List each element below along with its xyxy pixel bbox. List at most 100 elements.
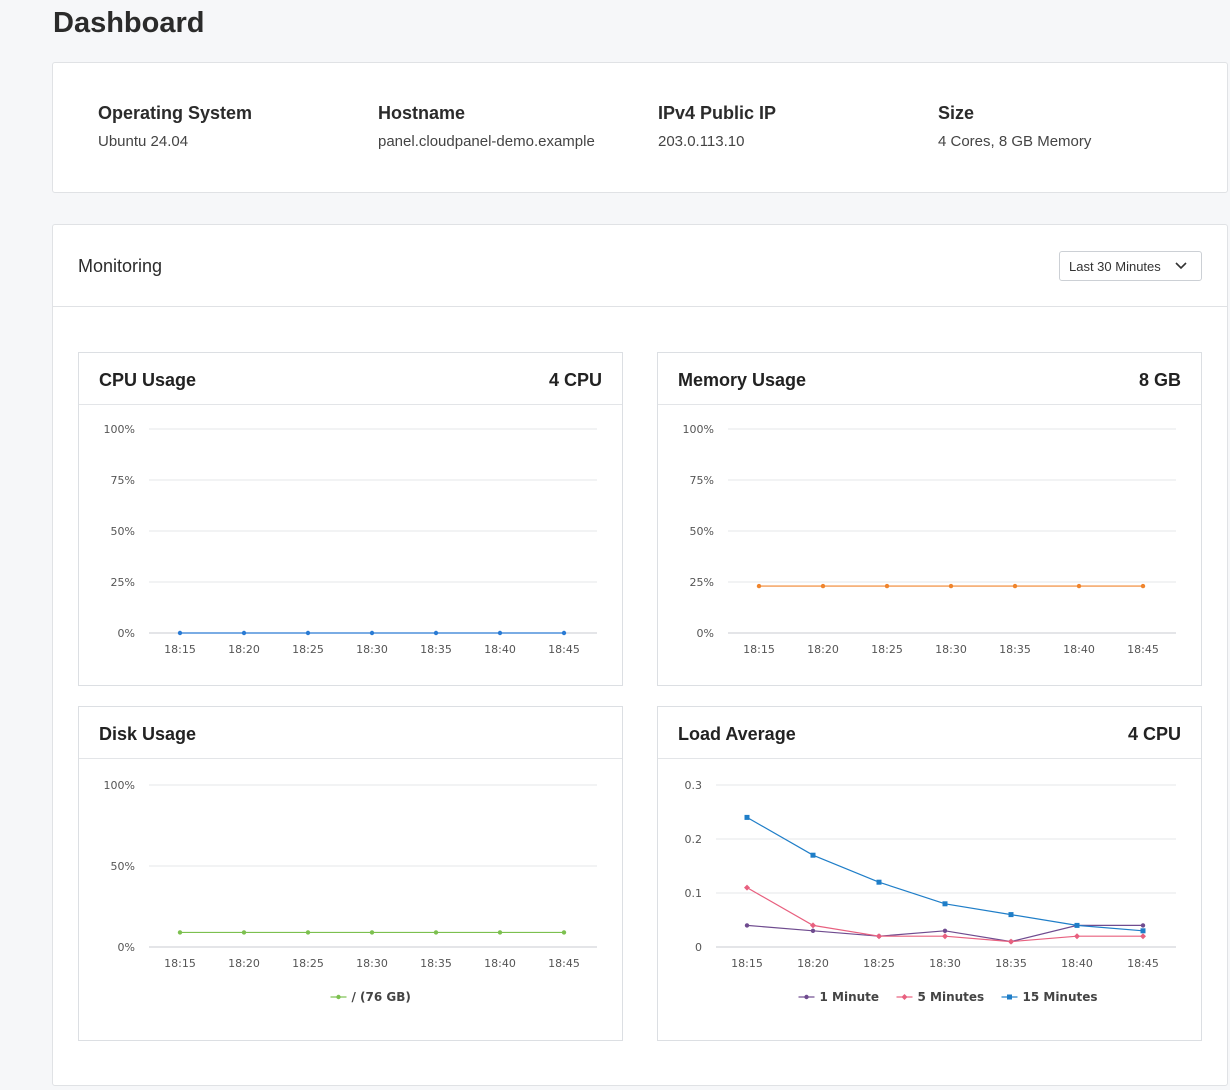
series-line — [746, 816, 1144, 932]
legend-item[interactable]: / (76 GB) — [330, 990, 411, 1004]
data-point — [744, 884, 750, 891]
load-average-card: Load Average 4 CPU 0.3 0.2 0.1 0 18:15 18:20 1… — [657, 706, 1202, 1041]
legend-item[interactable]: 5 Minutes — [896, 990, 985, 1004]
x-tick-label: 18:15 — [731, 957, 763, 970]
y-tick-label: 75% — [690, 474, 714, 487]
data-point — [820, 583, 826, 589]
memory-size-badge: 8 GB — [1138, 370, 1181, 390]
y-tick-label: 75% — [111, 474, 135, 487]
data-point — [876, 933, 882, 940]
chart-header: CPU Usage 4 CPU — [79, 353, 622, 405]
info-value: panel.cloudpanel-demo.example — [378, 133, 595, 150]
data-point — [744, 923, 750, 928]
chart-header: Disk Usage — [79, 707, 622, 759]
x-tick-label: 18:15 — [164, 643, 196, 656]
info-ipv4: IPv4 Public IP 203.0.113.10 — [658, 103, 776, 150]
y-tick-label: 0.3 — [685, 779, 703, 792]
data-point — [942, 901, 948, 907]
chart-header: Memory Usage 8 GB — [658, 353, 1201, 405]
x-tick-label: 18:25 — [292, 643, 324, 656]
data-point — [1008, 912, 1014, 918]
chart-title: Load Average — [678, 724, 796, 744]
y-tick-label: 25% — [690, 576, 714, 589]
data-point — [305, 630, 311, 636]
x-tick-label: 18:30 — [929, 957, 961, 970]
data-point — [810, 928, 816, 933]
x-tick-label: 18:20 — [797, 957, 829, 970]
y-tick-label: 50% — [111, 525, 135, 538]
x-tick-label: 18:25 — [292, 957, 324, 970]
data-point — [497, 930, 503, 935]
x-tick-label: 18:25 — [863, 957, 895, 970]
x-tick-label: 18:15 — [743, 643, 775, 656]
chevron-down-icon — [1175, 262, 1187, 270]
legend-item[interactable]: 1 Minute — [798, 990, 880, 1004]
data-point — [369, 930, 375, 935]
x-tick-label: 18:45 — [548, 643, 580, 656]
cpu-usage-chart: 100% 75% 50% 25% 0% 18:15 18:20 18:25 18:30 18:35… — [104, 423, 597, 656]
legend-label: 15 Minutes — [1023, 990, 1098, 1004]
x-tick-label: 18:40 — [1061, 957, 1093, 970]
data-point — [884, 583, 890, 589]
y-tick-label: 0% — [118, 627, 135, 640]
x-tick-label: 18:15 — [164, 957, 196, 970]
y-tick-label: 0% — [118, 941, 135, 954]
x-tick-label: 18:45 — [1127, 957, 1159, 970]
x-tick-label: 18:45 — [1127, 643, 1159, 656]
y-tick-label: 100% — [104, 779, 135, 792]
memory-usage-chart: 100% 75% 50% 25% 0% 18:15 18:20 18:25 18:30 18:35… — [683, 423, 1176, 656]
y-tick-label: 50% — [690, 525, 714, 538]
monitoring-card: Monitoring Last 30 Minutes CPU Usage 4 C… — [52, 224, 1228, 1086]
time-range-value: Last 30 Minutes — [1069, 259, 1161, 274]
data-point — [744, 814, 750, 820]
data-point — [1140, 583, 1146, 589]
data-point — [177, 930, 183, 935]
info-size: Size 4 Cores, 8 GB Memory — [938, 103, 1091, 150]
data-point — [1140, 923, 1146, 928]
data-point — [942, 933, 948, 940]
data-point — [810, 852, 816, 858]
y-tick-label: 0.2 — [685, 833, 703, 846]
info-hostname: Hostname panel.cloudpanel-demo.example — [378, 103, 595, 150]
data-point — [561, 930, 567, 935]
data-point — [433, 630, 439, 636]
x-tick-label: 18:20 — [807, 643, 839, 656]
info-label: IPv4 Public IP — [658, 103, 777, 123]
disk-usage-chart: 100% 50% 0% 18:15 18:20 18:25 18:30 18:35 18:40 1… — [104, 779, 597, 1004]
load-average-chart: 0.3 0.2 0.1 0 18:15 18:20 18:25 18:30 18:35 18:40… — [685, 779, 1176, 1004]
info-value: 4 Cores, 8 GB Memory — [938, 133, 1092, 150]
time-range-select[interactable]: Last 30 Minutes — [1059, 251, 1202, 281]
y-tick-label: 25% — [111, 576, 135, 589]
y-tick-label: 0 — [695, 941, 702, 954]
x-tick-label: 18:35 — [995, 957, 1027, 970]
data-point — [177, 630, 183, 636]
data-point — [876, 879, 882, 885]
data-point — [1008, 938, 1014, 945]
data-point — [305, 930, 311, 935]
monitoring-title: Monitoring — [78, 256, 163, 276]
server-info-card: Operating System Ubuntu 24.04 Hostname p… — [52, 62, 1228, 193]
info-value: Ubuntu 24.04 — [98, 133, 189, 150]
y-tick-label: 50% — [111, 860, 135, 873]
data-point — [756, 583, 762, 589]
memory-usage-card: Memory Usage 8 GB 100% 75% 50% 25% 0% 18:15 18… — [657, 352, 1202, 686]
cpu-count-badge: 4 CPU — [548, 370, 602, 390]
data-point — [1012, 583, 1018, 589]
info-value: 203.0.113.10 — [658, 133, 745, 150]
x-tick-label: 18:45 — [548, 957, 580, 970]
y-tick-label: 0% — [697, 627, 714, 640]
x-tick-label: 18:30 — [356, 643, 388, 656]
info-label: Hostname — [378, 103, 466, 123]
info-label: Size — [938, 103, 975, 123]
legend-label: / (76 GB) — [352, 990, 411, 1004]
x-tick-label: 18:20 — [228, 957, 260, 970]
info-label: Operating System — [98, 103, 253, 123]
x-tick-label: 18:40 — [484, 643, 516, 656]
x-tick-label: 18:40 — [484, 957, 516, 970]
data-point — [1074, 922, 1080, 928]
legend-item[interactable]: 15 Minutes — [1001, 990, 1098, 1004]
chart-title: Disk Usage — [99, 724, 197, 744]
disk-usage-card: Disk Usage 100% 50% 0% 18:15 18:20 18:25 18:30… — [78, 706, 623, 1041]
y-tick-label: 100% — [104, 423, 135, 436]
chart-title: Memory Usage — [678, 370, 807, 390]
